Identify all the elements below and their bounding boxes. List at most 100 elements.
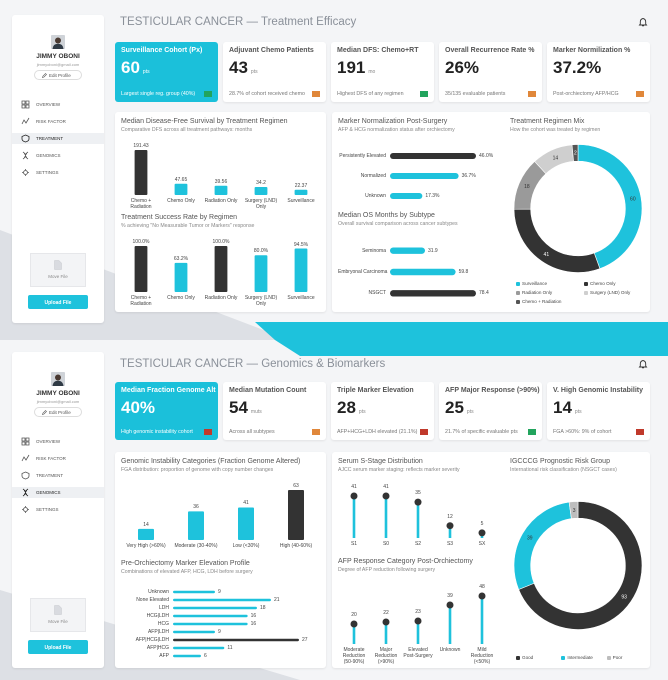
nav-item[interactable]: TREATMENT: [12, 470, 104, 481]
bar: [134, 150, 148, 195]
edit-profile-label: Edit Profile: [49, 73, 71, 78]
nav-label: OVERVIEW: [36, 102, 61, 107]
chart-subtitle: AFP & HCG normalization status after orc…: [338, 127, 455, 133]
dropzone[interactable]: Move File: [30, 598, 86, 632]
kpi-value: 26%: [445, 58, 480, 77]
edit-profile-button[interactable]: Edit Profile: [34, 70, 82, 80]
value-label: 35: [415, 490, 421, 497]
kpi-card: Marker Normilization % 37.2% Post-orchiect…: [547, 42, 650, 102]
legend-label: Good: [522, 655, 534, 660]
kpi-label: Adjuvant Chemo Patients: [229, 47, 314, 54]
chart-subtitle: Degree of AFP reduction following surger…: [338, 567, 436, 573]
kpi-unit: muts: [250, 409, 262, 415]
nav-item[interactable]: SETTINGS: [12, 167, 104, 178]
avatar-body: [52, 380, 64, 386]
edit-icon: [42, 410, 47, 415]
y-tick-label: AFP|HCG|LDH: [135, 637, 169, 643]
upload-button[interactable]: Upload File: [28, 295, 88, 309]
nav-icon: [22, 169, 29, 176]
kpi-value-row: 25 pts: [445, 398, 474, 418]
file-icon: [54, 605, 62, 615]
x-tick-label: Surgery (LND) Only: [244, 295, 278, 307]
kpi-card: Surveillance Cohort (Px) 60 pts Largest sin…: [115, 42, 218, 102]
value-label: 21: [274, 597, 280, 603]
nav-item[interactable]: RISK FACTOR: [12, 453, 104, 464]
x-tick-label: S1: [350, 541, 358, 547]
value-label: 22: [383, 610, 389, 616]
nav-item[interactable]: OVERVIEW: [12, 99, 104, 110]
kpi-note: Post-orchiectomy AFP/HCG: [553, 91, 619, 97]
chart-title: Serum S-Stage Distribution: [338, 458, 423, 465]
y-tick-label: Seminoma: [362, 247, 386, 254]
x-tick-label: Chemo Only: [167, 295, 195, 301]
chart-subtitle: International risk classification (NSGCT…: [510, 467, 617, 473]
nav-icon: [22, 488, 29, 497]
nav-item[interactable]: GENOMICS: [12, 487, 104, 498]
kpi-card: Triple Marker Elevation 28 pts AFP+HCG+LDH …: [331, 382, 434, 440]
upload-button[interactable]: Upload File: [28, 640, 88, 654]
bar: [254, 186, 268, 195]
dropzone[interactable]: Move File: [30, 253, 86, 287]
x-tick-label: Very High (>60%): [126, 543, 166, 549]
bar: [214, 185, 228, 195]
nav-glyph: [22, 488, 29, 497]
y-tick-label: HCG: [157, 621, 169, 627]
lollipop-stem: [416, 502, 420, 538]
y-tick-label: LDH: [158, 605, 169, 611]
value-label: 20: [351, 612, 357, 618]
kpi-value-row: 54 muts: [229, 398, 262, 418]
x-tick-label: High (40-60%): [279, 543, 313, 549]
chart-plot: [134, 246, 308, 292]
chart: Genomic Instability Categories (Fraction…: [121, 458, 321, 558]
bar: [173, 590, 215, 594]
value-label: 39: [527, 535, 533, 541]
value-label: 63.2%: [173, 255, 189, 262]
chart-title: Treatment Success Rate by Regimen: [121, 214, 238, 221]
nav-item[interactable]: SETTINGS: [12, 504, 104, 515]
edit-profile-button[interactable]: Edit Profile: [34, 407, 82, 417]
bar: [138, 528, 154, 540]
x-tick-label: Chemo + Radiation: [130, 295, 152, 307]
nav-icon: [21, 454, 30, 462]
kpi-indicator: [204, 91, 212, 97]
bar: [390, 153, 476, 159]
nav-label: GENOMICS: [36, 153, 61, 158]
avatar: [51, 35, 65, 49]
notification-bell[interactable]: [638, 360, 648, 369]
dashboard: TESTICULAR CANCER — Treatment Efficacy JI…: [0, 15, 668, 340]
value-label: 100.0%: [132, 239, 150, 245]
bar: [294, 248, 308, 292]
y-tick-label: Unknown: [365, 193, 386, 199]
nav-item[interactable]: OVERVIEW: [12, 436, 104, 447]
value-label: 16: [250, 613, 257, 619]
value-label: 94.5%: [293, 241, 309, 248]
bar: [173, 630, 215, 634]
nav-item[interactable]: RISK FACTOR: [12, 116, 104, 127]
nav-item[interactable]: GENOMICS: [12, 150, 104, 161]
chart-subtitle: Combinations of elevated AFP, HCG, LDH b…: [121, 569, 253, 575]
chart-subtitle: FGA distribution: proportion of genome w…: [121, 467, 274, 473]
dropzone-label: Move File: [48, 619, 68, 624]
bar: [173, 622, 248, 626]
x-tick-label: Surveillance: [287, 198, 315, 204]
nav-label: SETTINGS: [36, 507, 59, 512]
kpi-card: Overall Recurrence Rate % 26% 35/135 evalu…: [439, 42, 542, 102]
kpi-note: AFP+HCG+LDH elevated (21.1%): [337, 429, 418, 435]
value-label: 59.8: [458, 269, 469, 275]
value-label: 14: [143, 521, 149, 528]
chart-plot: 60 41 18 14 2: [513, 144, 643, 273]
kpi-note: Largest single reg. group (40%): [121, 91, 196, 97]
nav-icon: [21, 437, 30, 446]
page-title: TESTICULAR CANCER — Genomics & Biomarker…: [120, 358, 386, 370]
nav-item[interactable]: TREATMENT: [12, 133, 104, 144]
dashboard: TESTICULAR CANCER — Genomics & Biomarker…: [0, 340, 668, 680]
bar: [173, 654, 201, 658]
lollipop-dot: [350, 492, 358, 500]
avatar-head: [55, 374, 61, 381]
edit-profile-label: Edit Profile: [49, 410, 71, 415]
bell-icon: [638, 18, 648, 27]
notification-bell[interactable]: [638, 18, 648, 27]
kpi-unit: mo: [368, 69, 376, 75]
kpi-card: Median Fraction Genome Alt 40% High genomi…: [115, 382, 218, 440]
